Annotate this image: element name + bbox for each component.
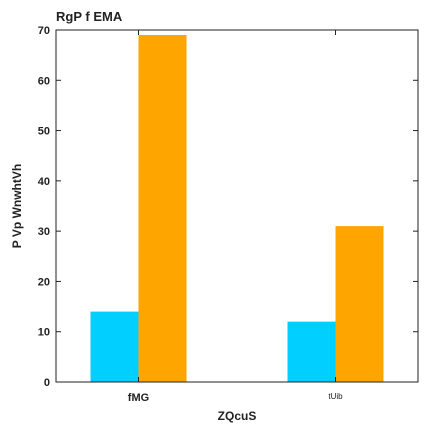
y-tick-label-40: 40 [38,176,50,188]
y-tick-label-30: 30 [38,226,50,238]
plot-area: 0 10 20 30 40 50 60 70 fMG tUib [38,25,419,404]
y-tick-label-70: 70 [38,25,50,37]
y-tick-label-60: 60 [38,75,50,87]
y-tick-label-0: 0 [44,377,50,389]
bar-fMG-series-1 [90,311,139,382]
bar-fMG-series-2 [138,35,187,383]
x-axis-title: ZQcuS [218,409,257,423]
y-tick-label-10: 10 [38,327,50,339]
bar-tUib-series-2 [335,226,384,382]
y-tick-label-20: 20 [38,276,50,288]
y-tick-label-50: 50 [38,126,50,138]
x-tick-label-fMG: fMG [128,392,149,404]
y-axis-title: P Vp WnwhtVh [10,164,24,248]
plot-frame [55,29,419,383]
x-tick-label-tUib: tUib [328,392,343,401]
chart-title: RgP f EMA [56,9,123,24]
bar-tUib-series-1 [287,321,336,382]
